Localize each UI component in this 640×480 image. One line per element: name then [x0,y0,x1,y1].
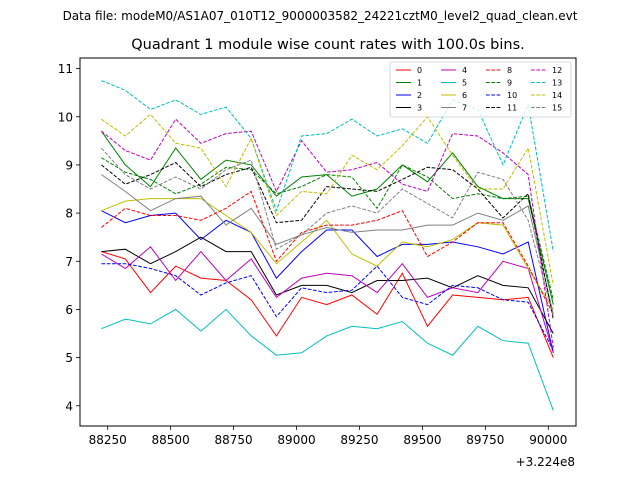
series-line-10 [101,263,554,351]
legend-label-11: 11 [507,104,517,113]
x-tick-label: 88750 [214,433,252,447]
y-tick-label: 6 [65,303,73,317]
series-line-3 [101,236,554,334]
plot-frame [79,57,577,427]
x-tick-label: 88250 [89,433,127,447]
legend-label-1: 1 [417,79,422,88]
series-line-0 [101,251,554,358]
series-line-12 [101,118,554,349]
legend-label-7: 7 [462,104,467,113]
x-axis: 88250 88500 88750 89000 89250 89500 89750 90000 [89,426,567,447]
legend-label-6: 6 [462,91,467,100]
legend-label-12: 12 [552,66,562,75]
x-tick-label: 89000 [277,433,315,447]
legend-label-0: 0 [417,66,422,75]
y-tick-label: 9 [65,158,73,172]
legend-label-5: 5 [462,79,467,88]
chart-title: Quadrant 1 module wise count rates with … [131,37,525,53]
x-tick-label: 89750 [466,433,504,447]
legend-label-15: 15 [552,104,562,113]
legend-box [389,61,572,118]
legend-label-9: 9 [507,79,512,88]
x-tick-label: 89250 [340,433,378,447]
legend-label-8: 8 [507,66,512,75]
y-axis: 4 5 6 7 8 9 10 11 [58,62,80,413]
y-tick-label: 5 [65,351,73,365]
legend-label-3: 3 [417,104,422,113]
series-line-8 [101,190,554,315]
series-line-9 [101,157,554,300]
legend-label-10: 10 [507,91,517,100]
series-lines [100,80,554,411]
legend-label-4: 4 [462,66,467,75]
series-line-11 [101,161,554,320]
series-line-15 [101,147,554,317]
series-line-5 [101,308,554,411]
series-line-7 [101,174,554,315]
x-offset-label: +3.224e8 [516,455,575,469]
y-tick-label: 7 [65,255,73,269]
series-line-2 [101,210,554,353]
y-tick-label: 10 [58,110,73,124]
x-tick-label: 90000 [529,433,567,447]
legend-label-14: 14 [552,91,562,100]
x-tick-label: 89500 [403,433,441,447]
y-tick-label: 4 [65,399,73,413]
x-tick-label: 88500 [152,433,190,447]
series-line-4 [101,246,554,353]
y-tick-label: 11 [58,62,73,76]
y-tick-label: 8 [65,207,73,221]
legend-label-2: 2 [417,91,422,100]
legend-label-13: 13 [552,79,562,88]
chart-suptitle: Data file: modeM0/AS1A07_010T12_90000035… [63,9,578,23]
series-line-14 [101,113,554,286]
